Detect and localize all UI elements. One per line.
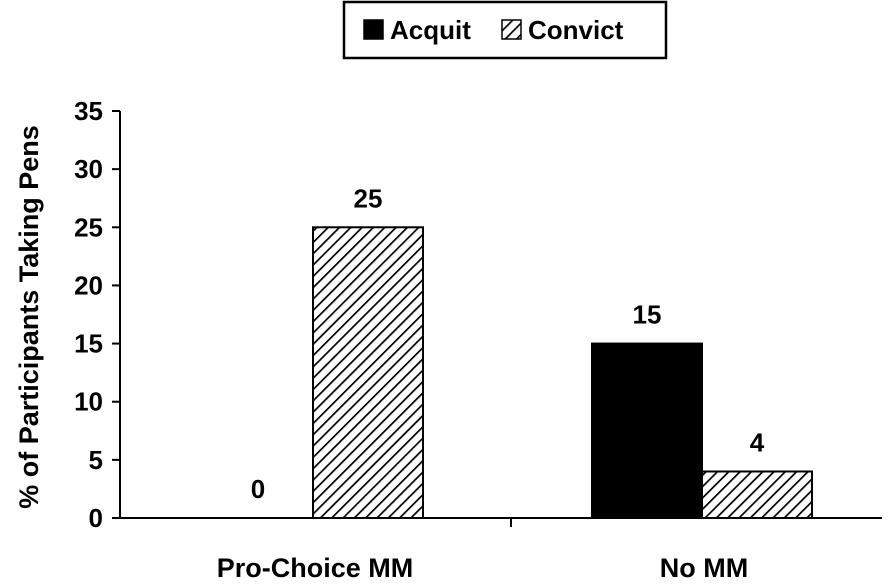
y-axis: 0 5 10 15 20 25 30 35 <box>74 96 120 533</box>
y-tick-label: 25 <box>74 212 103 242</box>
y-tick-label: 30 <box>74 154 103 184</box>
y-tick-label: 20 <box>74 270 103 300</box>
plot-area: 0 15 25 4 <box>251 183 813 520</box>
bar-acquit-no-mm <box>591 342 703 520</box>
x-tick-label-no-mm: No MM <box>660 553 748 583</box>
legend: Acquit Convict <box>342 0 668 60</box>
data-label-acquit-no-mm: 15 <box>633 300 662 330</box>
y-axis-title: % of Participants Taking Pens <box>14 125 44 509</box>
legend-label-convict: Convict <box>528 15 624 45</box>
y-tick-label: 15 <box>74 329 103 359</box>
legend-swatch-acquit <box>363 19 384 40</box>
data-label-convict-pro-choice: 25 <box>354 183 383 213</box>
x-tick-label-pro-choice: Pro-Choice MM <box>217 553 414 583</box>
y-tick-label: 10 <box>74 387 103 417</box>
y-tick-label: 5 <box>89 445 103 475</box>
data-label-convict-no-mm: 4 <box>750 427 765 457</box>
legend-swatch-convict <box>501 19 522 40</box>
bar-convict-no-mm <box>701 470 813 520</box>
bar-convict-pro-choice <box>312 226 424 520</box>
y-tick-label: 35 <box>74 96 103 126</box>
y-tick-label: 0 <box>89 503 103 533</box>
legend-label-acquit: Acquit <box>390 15 471 45</box>
data-label-acquit-pro-choice: 0 <box>251 474 265 504</box>
